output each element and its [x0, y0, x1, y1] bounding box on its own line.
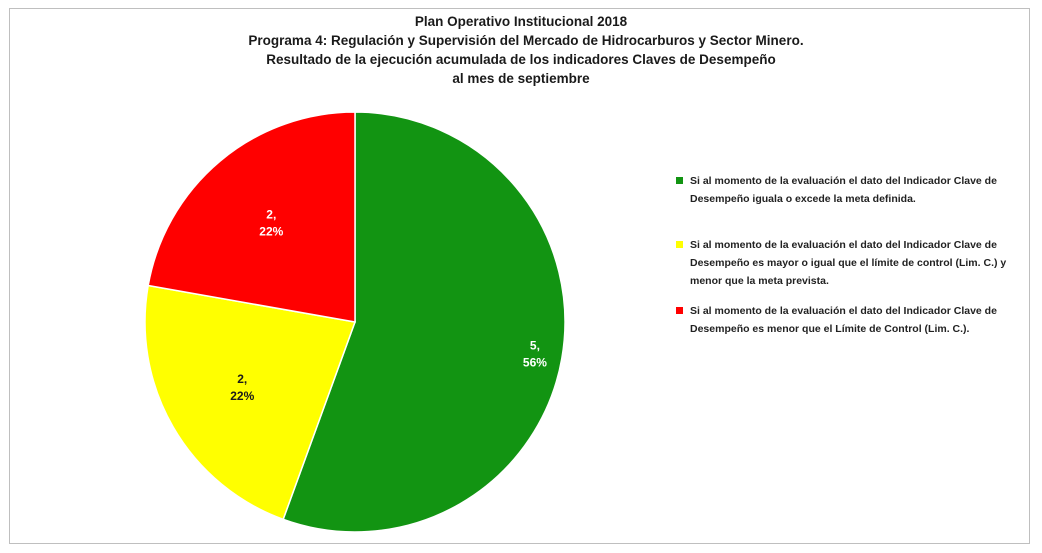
title-line-2: Programa 4: Regulación y Supervisión del…	[248, 33, 804, 48]
data-label-red: 2, 22%	[259, 207, 283, 238]
legend-label-green: Si al momento de la evaluación el dato d…	[690, 175, 997, 205]
legend-key-yellow	[676, 241, 683, 248]
pie-slice-green	[282, 111, 566, 533]
pie-slice-red	[147, 111, 356, 323]
legend-key-green	[676, 177, 683, 184]
pie-slice-yellow	[144, 284, 357, 521]
legend-key-red	[676, 307, 683, 314]
data-label-green: 5, 56%	[523, 339, 547, 370]
title-line-4: al mes de septiembre	[452, 71, 590, 86]
title-line-1: Plan Operativo Institucional 2018	[414, 14, 628, 29]
legend-label-red: Si al momento de la evaluación el dato d…	[690, 305, 997, 335]
legend-label-yellow: Si al momento de la evaluación el dato d…	[690, 239, 1007, 287]
data-label-yellow: 2, 22%	[230, 372, 254, 403]
title-line-3: Resultado de la ejecución acumulada de l…	[266, 52, 776, 67]
chart-title: Plan Operativo Institucional 2018 Progra…	[0, 12, 1042, 88]
